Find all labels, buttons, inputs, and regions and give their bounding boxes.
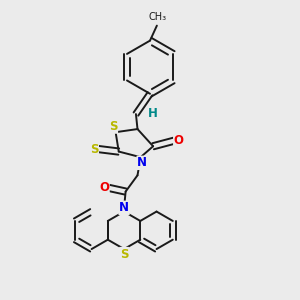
Text: O: O — [174, 134, 184, 147]
Text: H: H — [148, 107, 158, 120]
Text: S: S — [109, 120, 117, 133]
Text: N: N — [119, 201, 129, 214]
Text: S: S — [90, 142, 98, 156]
Text: O: O — [99, 181, 109, 194]
Text: CH₃: CH₃ — [148, 12, 166, 22]
Text: N: N — [137, 156, 147, 169]
Text: S: S — [120, 248, 128, 261]
